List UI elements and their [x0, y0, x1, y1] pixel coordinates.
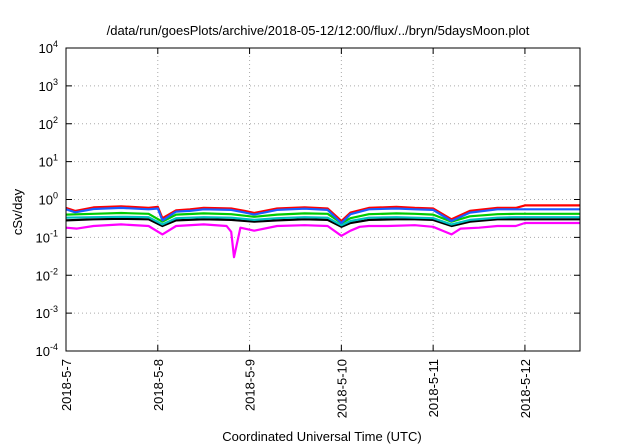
y-tick-label: 102	[39, 115, 58, 132]
y-tick-label: 101	[39, 153, 58, 170]
y-tick-label: 10-2	[36, 266, 58, 283]
x-tick-label: 2018-5-8	[151, 359, 166, 411]
chart-title: /data/run/goesPlots/archive/2018-05-12/1…	[107, 23, 530, 38]
plot-frame	[65, 47, 581, 352]
x-tick-label: 2018-5-10	[334, 359, 349, 418]
y-tick-label: 100	[39, 191, 58, 208]
x-tick-label: 2018-5-11	[426, 359, 441, 417]
plot-area	[65, 204, 580, 259]
series-line-5	[65, 204, 580, 223]
x-tick-label: 2018-5-7	[59, 359, 74, 411]
y-tick-label: 10-3	[36, 304, 58, 321]
series-line-2	[65, 217, 580, 228]
x-axis: 2018-5-7 2018-5-8 2018-5-9 2018-5-10 2018-5-…	[59, 48, 533, 418]
y-tick-label: 10-1	[36, 228, 58, 245]
y-tick-label: 104	[39, 39, 58, 56]
y-axis: 10-4 10-3 10-2 10-1 100 101 102 103 104	[36, 39, 580, 359]
x-tick-label: 2018-5-12	[518, 359, 533, 418]
series-line-1	[65, 221, 580, 259]
series-line-3	[65, 215, 580, 227]
y-tick-label: 10-4	[36, 342, 58, 359]
y-axis-label: cSv/day	[10, 188, 25, 235]
series-line-4	[65, 211, 580, 225]
y-tick-label: 103	[39, 77, 58, 94]
x-tick-label: 2018-5-9	[243, 359, 258, 411]
series-line-6	[65, 206, 580, 225]
grid	[66, 48, 580, 351]
x-axis-label: Coordinated Universal Time (UTC)	[222, 429, 421, 444]
